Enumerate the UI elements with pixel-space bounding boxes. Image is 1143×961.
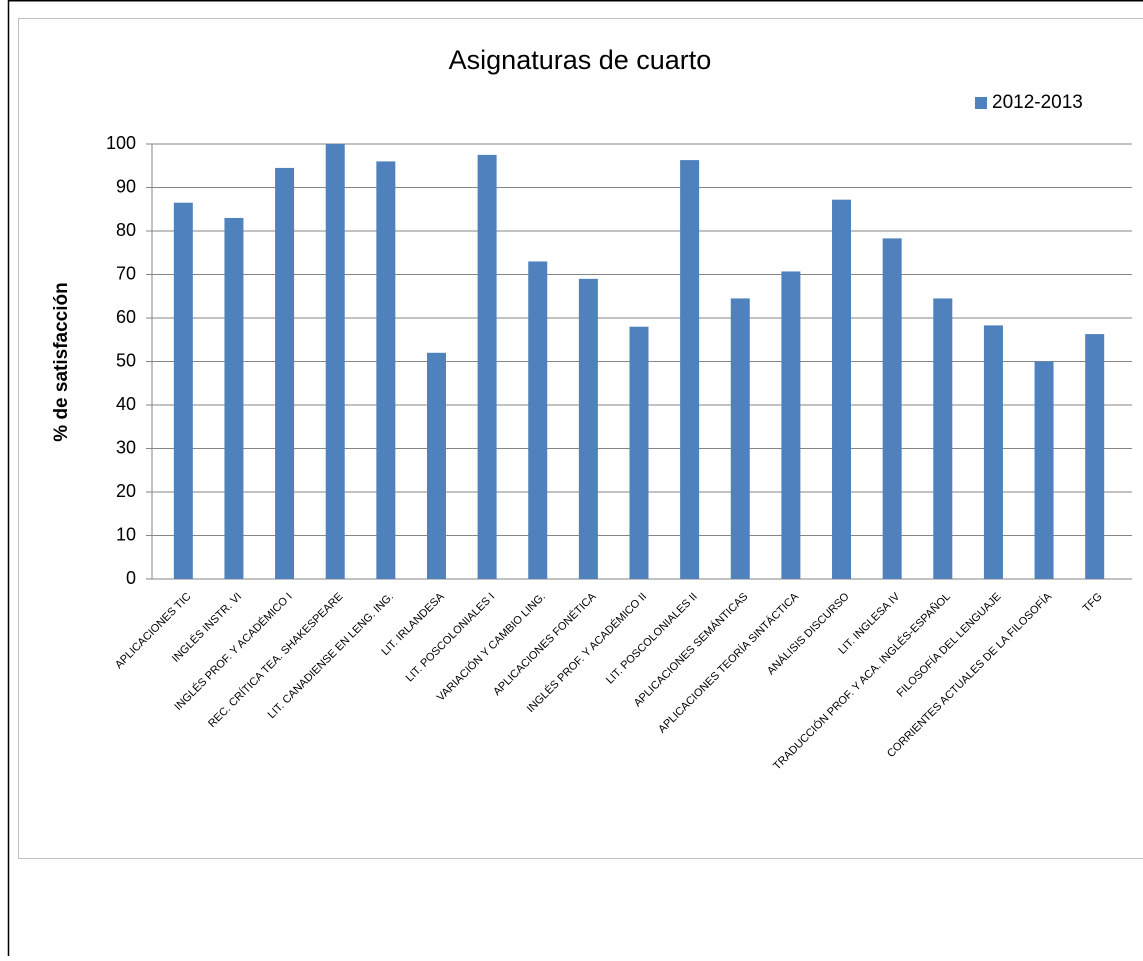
bar [427, 353, 446, 579]
x-tick-label: APLICACIONES FONÉTICA [490, 590, 599, 699]
x-tick-label: TRADUCCIÓN PROF. Y ACA. INGLÉS-ESPAÑOL [770, 590, 953, 773]
x-tick-label: LIT. POSCOLONIALES II [604, 591, 700, 687]
legend-label: 2012-2013 [992, 92, 1083, 113]
y-axis-label: % de satisfacción [51, 282, 72, 441]
bar [680, 160, 699, 579]
bar [731, 298, 750, 579]
y-tick-label: 50 [116, 350, 136, 370]
bar [1085, 334, 1104, 579]
bar [933, 298, 952, 579]
y-tick-label: 20 [116, 481, 136, 501]
bar [376, 161, 395, 579]
y-tick-label: 90 [116, 176, 136, 196]
y-tick-label: 30 [116, 437, 136, 457]
y-tick-label: 0 [126, 568, 136, 588]
bar [579, 279, 598, 579]
y-tick-label: 60 [116, 307, 136, 327]
x-tick-label: ANÁLISIS DISCURSO [764, 590, 852, 678]
x-tick-label: TFG [1081, 591, 1105, 615]
bar [832, 200, 851, 579]
bar [478, 155, 497, 579]
x-tick-label: LIT. POSCOLONIALES I [404, 591, 498, 685]
bar [1035, 362, 1054, 580]
bar [883, 238, 902, 579]
x-tick-label: VARIACIÓN Y CAMBIO LING. [434, 590, 548, 704]
bar [781, 271, 800, 579]
chart-title: Asignaturas de cuarto [449, 45, 712, 75]
bar [224, 218, 243, 579]
bar [174, 203, 193, 579]
legend-swatch [975, 97, 987, 109]
y-tick-label: 70 [116, 263, 136, 283]
y-tick-label: 40 [116, 394, 136, 414]
bar [528, 261, 547, 579]
y-tick-label: 10 [116, 524, 136, 544]
y-tick-label: 100 [106, 133, 136, 153]
bar [326, 144, 345, 579]
bar [984, 325, 1003, 579]
x-tick-label: FILOSOFÍA DEL LENGUAJE [894, 590, 1004, 700]
y-tick-label: 80 [116, 220, 136, 240]
bar [630, 327, 649, 579]
bar [275, 168, 294, 579]
